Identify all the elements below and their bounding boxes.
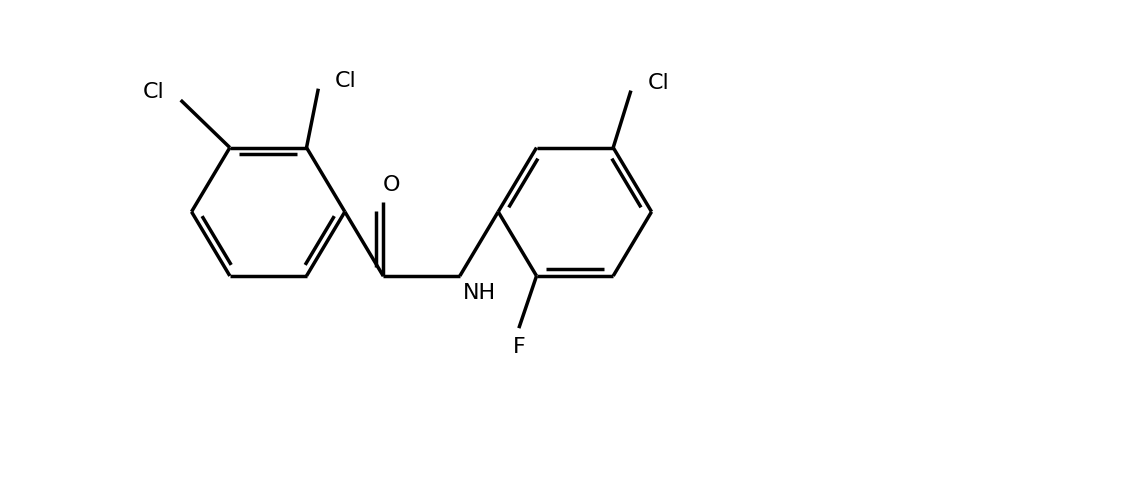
Text: F: F bbox=[512, 337, 525, 357]
Text: NH: NH bbox=[463, 283, 496, 303]
Text: O: O bbox=[383, 175, 400, 195]
Text: Cl: Cl bbox=[648, 73, 669, 93]
Text: Cl: Cl bbox=[142, 82, 164, 102]
Text: Cl: Cl bbox=[335, 71, 357, 91]
